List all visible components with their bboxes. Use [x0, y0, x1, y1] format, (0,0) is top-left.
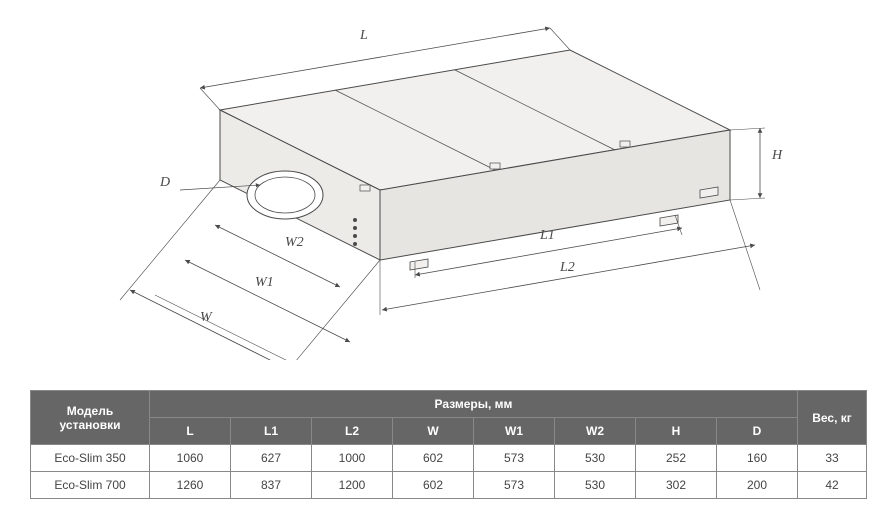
cell-model: Eco-Slim 350 [31, 445, 150, 472]
th-weight: Вес, кг [798, 391, 867, 445]
cell-D: 200 [717, 472, 798, 499]
table-row: Eco-Slim 350 1060 627 1000 602 573 530 2… [31, 445, 867, 472]
th-W2: W2 [555, 418, 636, 445]
th-L: L [150, 418, 231, 445]
cell-H: 302 [636, 472, 717, 499]
th-H: H [636, 418, 717, 445]
diagram-area: L H L1 L2 W2 W1 W D [60, 10, 810, 360]
dim-label-L1: L1 [540, 228, 555, 244]
dimensions-table: Модель установки Размеры, мм Вес, кг L L… [30, 390, 867, 499]
dim-label-W: W [200, 310, 212, 326]
dim-label-D: D [160, 175, 170, 191]
cell-H: 252 [636, 445, 717, 472]
cell-W1: 573 [474, 472, 555, 499]
unit-isometric-drawing [60, 10, 810, 360]
cell-weight: 42 [798, 472, 867, 499]
cell-W2: 530 [555, 472, 636, 499]
cell-W: 602 [393, 472, 474, 499]
cell-L1: 837 [231, 472, 312, 499]
cell-W2: 530 [555, 445, 636, 472]
table-row: Eco-Slim 700 1260 837 1200 602 573 530 3… [31, 472, 867, 499]
dim-label-H: H [772, 148, 782, 164]
cell-L2: 1000 [312, 445, 393, 472]
cell-L2: 1200 [312, 472, 393, 499]
cell-W: 602 [393, 445, 474, 472]
cell-L: 1060 [150, 445, 231, 472]
cell-D: 160 [717, 445, 798, 472]
cell-L: 1260 [150, 472, 231, 499]
dim-label-W2: W2 [285, 235, 304, 251]
cell-W1: 573 [474, 445, 555, 472]
th-W1: W1 [474, 418, 555, 445]
th-L1: L1 [231, 418, 312, 445]
th-W: W [393, 418, 474, 445]
th-L2: L2 [312, 418, 393, 445]
th-dims: Размеры, мм [150, 391, 798, 418]
cell-model: Eco-Slim 700 [31, 472, 150, 499]
dim-label-W1: W1 [255, 275, 274, 291]
cell-weight: 33 [798, 445, 867, 472]
dim-label-L: L [360, 28, 368, 44]
th-D: D [717, 418, 798, 445]
th-model: Модель установки [31, 391, 150, 445]
dim-label-L2: L2 [560, 260, 575, 276]
cell-L1: 627 [231, 445, 312, 472]
